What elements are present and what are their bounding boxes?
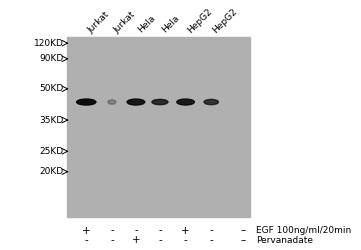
Text: -: - xyxy=(158,235,162,245)
Text: –: – xyxy=(241,226,246,235)
Text: -: - xyxy=(110,235,114,245)
Text: EGF 100ng/ml/20min: EGF 100ng/ml/20min xyxy=(256,226,351,235)
Ellipse shape xyxy=(204,100,218,105)
Text: Pervanadate: Pervanadate xyxy=(256,236,313,245)
Text: 35KD: 35KD xyxy=(40,116,64,124)
Text: 50KD: 50KD xyxy=(40,84,64,93)
Text: 90KD: 90KD xyxy=(40,54,64,63)
Ellipse shape xyxy=(77,99,96,105)
Text: Hela: Hela xyxy=(160,14,181,35)
Text: -: - xyxy=(209,226,213,235)
Ellipse shape xyxy=(177,99,194,105)
Text: –: – xyxy=(241,235,246,245)
Text: -: - xyxy=(209,235,213,245)
Text: -: - xyxy=(134,226,138,235)
Text: -: - xyxy=(84,235,88,245)
Text: -: - xyxy=(110,226,114,235)
Ellipse shape xyxy=(152,100,168,105)
Text: HepG2: HepG2 xyxy=(211,7,239,35)
Bar xyxy=(67,37,250,217)
Text: Hela: Hela xyxy=(136,14,157,35)
Text: Jurkat: Jurkat xyxy=(112,10,137,35)
Text: Jurkat: Jurkat xyxy=(86,10,111,35)
Text: +: + xyxy=(82,226,91,235)
Text: +: + xyxy=(132,235,140,245)
Text: 20KD: 20KD xyxy=(40,167,64,176)
Text: 25KD: 25KD xyxy=(40,147,64,156)
Ellipse shape xyxy=(108,100,116,104)
Text: -: - xyxy=(184,235,187,245)
Ellipse shape xyxy=(127,99,145,105)
Text: HepG2: HepG2 xyxy=(186,7,214,35)
Text: 120KD: 120KD xyxy=(34,39,64,48)
Text: -: - xyxy=(158,226,162,235)
Text: +: + xyxy=(181,226,190,235)
